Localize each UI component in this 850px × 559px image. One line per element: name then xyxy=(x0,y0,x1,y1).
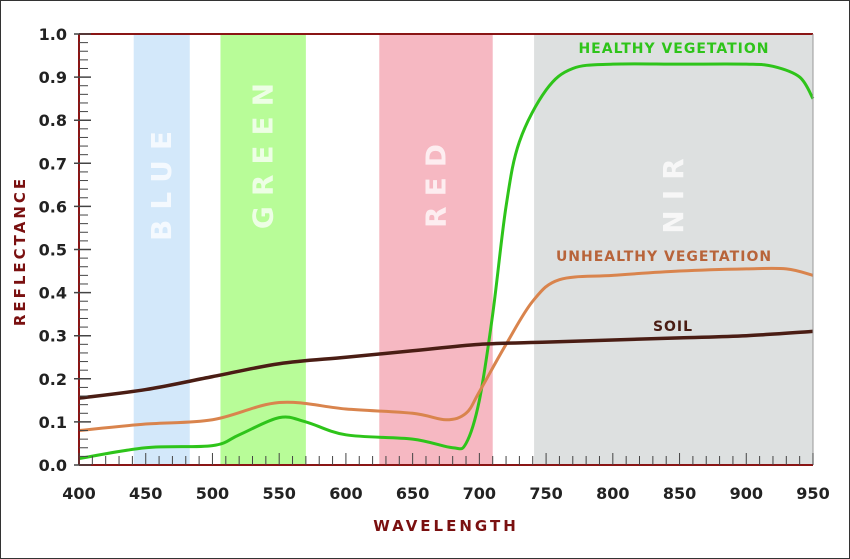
x-tick-label: 950 xyxy=(796,484,829,503)
band-red xyxy=(379,34,493,465)
series-label: HEALTHY VEGETATION xyxy=(578,41,769,57)
x-axis-title: WAVELENGTH xyxy=(373,517,519,535)
y-tick-label: 0.7 xyxy=(39,154,67,173)
y-tick-label: 0.3 xyxy=(39,327,67,346)
x-tick-label: 900 xyxy=(730,484,763,503)
y-tick-label: 0.2 xyxy=(39,370,67,389)
band-label-green: GREEN xyxy=(247,73,280,229)
series-line-soil xyxy=(78,329,814,400)
x-tick-label: 600 xyxy=(329,484,362,503)
x-tick-label: 550 xyxy=(262,484,295,503)
y-tick-label: 0.9 xyxy=(39,68,67,87)
band-label-nir: NIR xyxy=(657,148,690,233)
band-blue xyxy=(133,34,190,465)
x-tick-label: 700 xyxy=(463,484,496,503)
y-tick-label: 0.0 xyxy=(39,456,67,475)
y-tick-label: 0.1 xyxy=(39,413,67,432)
x-tick-label: 450 xyxy=(129,484,162,503)
y-tick-label: 0.6 xyxy=(39,197,67,216)
series-line-unhealthy-vegetation xyxy=(78,266,814,433)
series-label: UNHEALTHY VEGETATION xyxy=(556,249,772,265)
y-tick-label: 0.8 xyxy=(39,111,67,130)
x-tick-label: 400 xyxy=(62,484,95,503)
band-label-blue: BLUE xyxy=(145,121,178,241)
x-tick-label: 750 xyxy=(529,484,562,503)
series-line-healthy-vegetation xyxy=(78,62,815,461)
series-label: SOIL xyxy=(653,319,693,335)
y-tick-label: 1.0 xyxy=(39,25,67,44)
x-tick-label: 500 xyxy=(196,484,229,503)
y-axis-title: REFLECTANCE xyxy=(11,176,29,326)
x-tick-label: 800 xyxy=(596,484,629,503)
y-tick-label: 0.5 xyxy=(39,241,67,260)
y-tick-label: 0.4 xyxy=(39,284,67,303)
band-nir xyxy=(534,34,813,465)
band-green xyxy=(220,34,306,465)
x-tick-label: 650 xyxy=(396,484,429,503)
band-label-red: RED xyxy=(419,134,452,228)
x-tick-label: 850 xyxy=(663,484,696,503)
